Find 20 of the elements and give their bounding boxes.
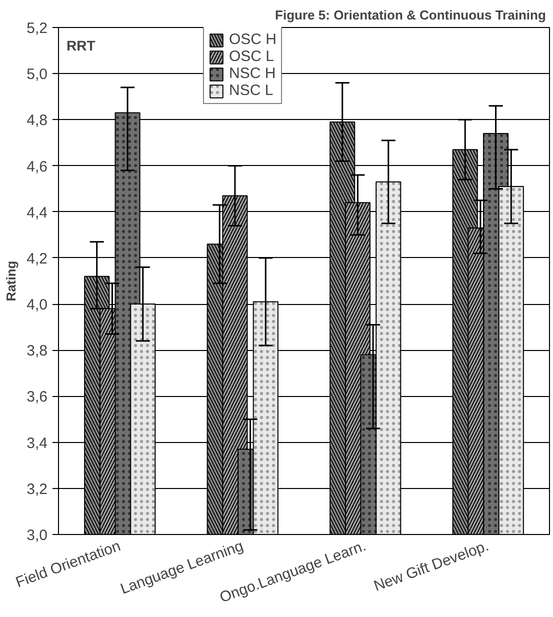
y-tick-label: 4,0 [26, 296, 48, 314]
y-tick-label: 3,2 [26, 480, 48, 498]
legend-label: NSC L [229, 82, 274, 99]
legend-label: OSC H [229, 31, 277, 48]
y-tick-label: 4,2 [26, 250, 48, 268]
y-tick-label: 3,4 [26, 434, 48, 452]
y-tick-label: 5,2 [26, 20, 48, 37]
chart-title: Figure 5: Orientation & Continuous Training [275, 8, 546, 22]
y-tick-label: 4,6 [26, 158, 48, 176]
y-tick-label: 3,6 [26, 388, 48, 406]
x-tick-label: New Gift Develop. [372, 538, 492, 595]
annotation: RRT [66, 38, 96, 54]
y-tick-label: 4,4 [26, 204, 48, 222]
y-tick-label: 3,8 [26, 342, 48, 360]
y-tick-label: 4,8 [26, 112, 48, 130]
y-axis-title: Rating [4, 260, 19, 302]
y-tick-label: 5,0 [26, 66, 48, 84]
legend-label: OSC L [229, 48, 274, 65]
legend-label: NSC H [229, 65, 276, 82]
y-tick-label: 3,0 [26, 527, 48, 544]
